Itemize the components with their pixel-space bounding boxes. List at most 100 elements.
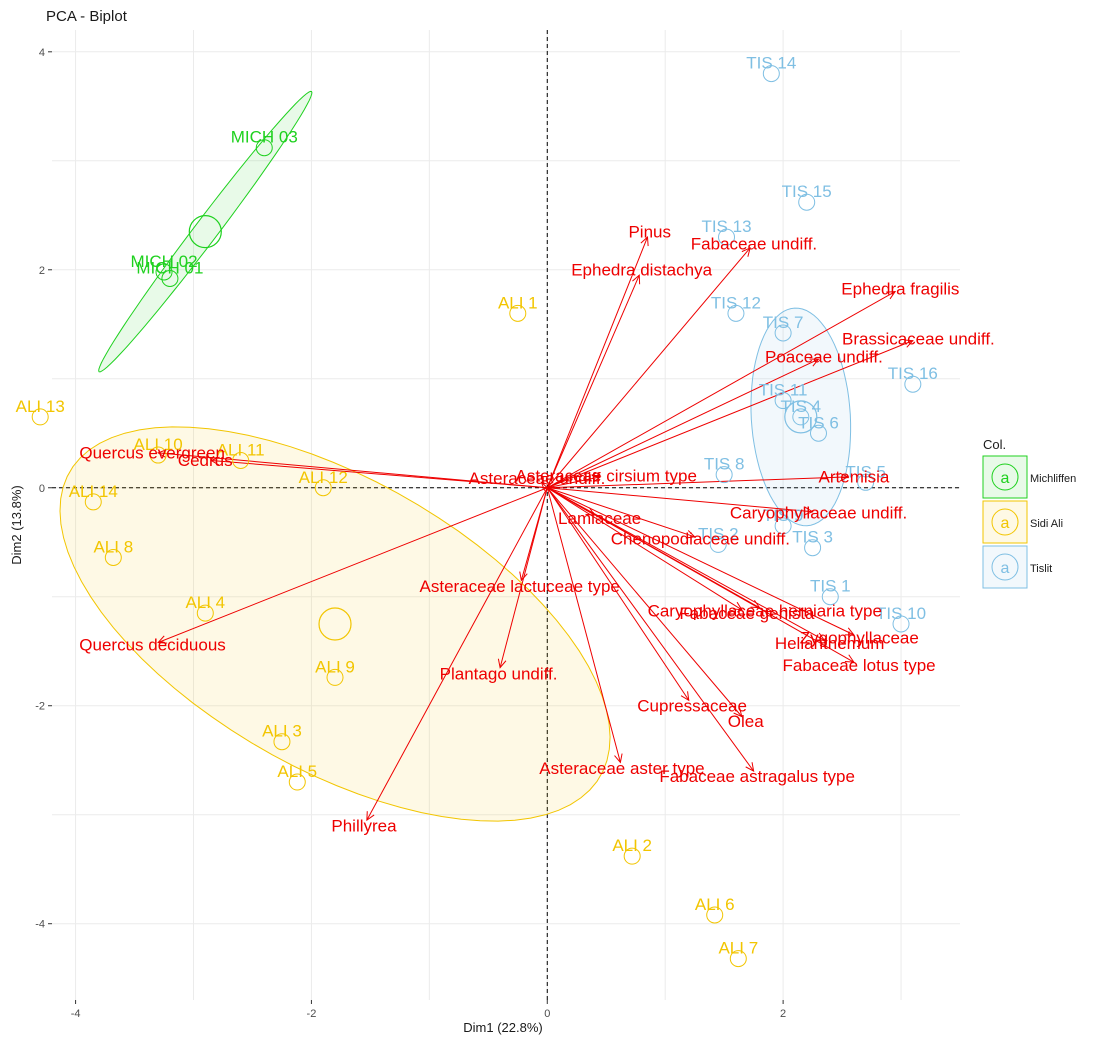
- point-ali-1: [509, 304, 527, 322]
- arrow-brassicaceae-undiff: [547, 340, 914, 489]
- label-tis-9: TIS 9: [763, 506, 804, 525]
- arrow-ephedra-fragilis: [547, 291, 896, 489]
- x-tick-label: 2: [780, 1008, 786, 1020]
- point-tis-2: [709, 535, 727, 553]
- arrowhead-fabaceae-undiff: [741, 247, 751, 257]
- arrow-caryophyllaceae-undiff: [547, 487, 813, 513]
- var-label-pinus: Pinus: [628, 223, 671, 242]
- var-label-asteraceae-undiff: Asteraceae undiff.: [469, 469, 606, 488]
- var-label-artemisia: Artemisia: [819, 468, 890, 487]
- arrow-asteraceae-undiff: [541, 481, 548, 489]
- point-tis-9: [774, 517, 792, 535]
- label-tis-11: TIS 11: [759, 381, 808, 400]
- arrowhead-phillyrea: [366, 811, 375, 822]
- arrowhead-cedrus: [210, 456, 220, 466]
- point-ali-7: [729, 950, 747, 968]
- var-label-fabaceae-lotus-type: Fabaceae lotus type: [783, 656, 936, 675]
- point-tis-10: [892, 615, 910, 633]
- arrowhead-fabaceae-lotus-type: [844, 654, 855, 663]
- centroid-michliffen: [188, 215, 222, 249]
- label-ali-10: ALI 10: [134, 435, 183, 454]
- label-mich-02: MICH 02: [130, 252, 197, 271]
- point-tis-13: [718, 228, 736, 246]
- point-ali-5: [288, 773, 306, 791]
- arrow-fabaceae-undiff: [546, 247, 751, 489]
- individual-points: [31, 65, 922, 968]
- label-tis-8: TIS 8: [704, 455, 745, 474]
- var-label-helianthemum: Helianthemum: [775, 634, 885, 653]
- var-label-cupressaceae: Cupressaceae: [637, 696, 747, 715]
- var-label-quercus-evergreen: Quercus evergreen: [79, 443, 225, 462]
- label-ali-14: ALI 14: [69, 482, 118, 501]
- point-ali-10: [149, 446, 167, 464]
- var-label-chenopodiaceae-undiff: Chenopodiaceae undiff.: [611, 530, 790, 549]
- y-axis-title: Dim2 (13.8%): [9, 485, 24, 564]
- var-label-poaceae-undiff: Poaceae undiff.: [765, 348, 883, 367]
- label-tis-16: TIS 16: [888, 364, 938, 383]
- legend-label-michliffen: Michliffen: [1030, 473, 1076, 485]
- var-label-fabaceae-astragalus-type: Fabaceae astragalus type: [659, 767, 855, 786]
- arrow-ephedra-distachya: [546, 275, 640, 488]
- label-ali-11: ALI 11: [217, 441, 265, 460]
- point-mich-01: [161, 269, 179, 287]
- arrowhead-ephedra-fragilis: [886, 291, 897, 300]
- var-label-lamiaceae: Lamiaceae: [558, 509, 641, 528]
- arrowhead-plantago-undiff: [497, 658, 507, 669]
- point-ali-2: [623, 847, 641, 865]
- legend-key-sidi-ali: [982, 500, 1028, 544]
- arrow-chenopodiaceae-undiff: [547, 487, 695, 538]
- arrowhead-fabaceae-astragalus-type: [745, 762, 755, 773]
- legend: Col. a Michliffen a Sidi Ali a Tislit: [982, 437, 1076, 589]
- label-tis-1: TIS 1: [810, 577, 851, 596]
- var-label-ephedra-distachya: Ephedra distachya: [571, 261, 712, 280]
- label-tis-12: TIS 12: [711, 293, 761, 312]
- variable-labels: Pinus Fabaceae undiff. Ephedra distachya Ep…: [79, 223, 994, 836]
- arrow-quercus-evergreen: [158, 452, 548, 489]
- var-label-asteraceae-cirsium-type: Asteraceae cirsium type: [516, 467, 697, 486]
- arrow-plantago-undiff: [499, 487, 548, 668]
- var-label-phillyrea: Phillyrea: [331, 816, 397, 835]
- var-label-cedrus: Cedrus: [178, 451, 233, 470]
- x-axis-title: Dim1 (22.8%): [463, 1020, 542, 1035]
- point-ali-12: [314, 479, 332, 497]
- x-tick-label: 0: [544, 1008, 550, 1020]
- point-tis-12: [727, 304, 745, 322]
- y-tick-label: 4: [39, 47, 45, 59]
- point-tis-14: [762, 65, 780, 83]
- var-label-fabaceae-undiff: Fabaceae undiff.: [691, 234, 817, 253]
- legend-key-michliffen: [982, 455, 1028, 499]
- label-ali-3: ALI 3: [262, 722, 302, 741]
- arrow-cupressaceae: [546, 487, 690, 701]
- label-mich-03: MICH 03: [231, 128, 298, 147]
- label-ali-8: ALI 8: [93, 538, 133, 557]
- point-tis-11: [774, 392, 792, 410]
- arrowhead-quercus-evergreen: [156, 449, 167, 458]
- var-label-zygophyllaceae: Zygophyllaceae: [800, 628, 919, 647]
- arrowhead-helianthemum: [815, 632, 826, 641]
- var-label-brassicaceae-undiff: Brassicaceae undiff.: [842, 329, 995, 348]
- legend-key-glyph: a: [1001, 470, 1010, 487]
- arrowhead-asteraceae-aster-type: [614, 753, 623, 764]
- label-ali-5: ALI 5: [277, 762, 317, 781]
- var-label-ephedra-fragilis: Ephedra fragilis: [841, 280, 959, 299]
- legend-label-tislit: Tislit: [1030, 563, 1052, 575]
- arrowhead-artemisia: [839, 472, 850, 482]
- centroid-sidi-ali: [318, 607, 352, 641]
- y-tick-label: -2: [35, 701, 45, 713]
- arrow-fabaceae-lotus-type: [547, 487, 855, 663]
- legend-key-glyph: a: [1001, 560, 1010, 577]
- label-tis-15: TIS 15: [782, 182, 832, 201]
- label-ali-1: ALI 1: [498, 293, 538, 312]
- point-ali-4: [196, 604, 214, 622]
- label-ali-9: ALI 9: [315, 657, 355, 676]
- label-ali-4: ALI 4: [185, 593, 225, 612]
- x-tick-label: -4: [71, 1008, 81, 1020]
- arrow-cedrus: [211, 460, 548, 489]
- legend-key-tislit: [982, 545, 1028, 589]
- arrowhead-pinus: [640, 236, 649, 247]
- point-tis-4: [792, 408, 810, 426]
- arrow-fabaceae-astragalus-type: [546, 487, 755, 772]
- arrowhead-zygophyllaceae: [844, 627, 855, 636]
- label-mich-01: MICH 01: [136, 258, 203, 277]
